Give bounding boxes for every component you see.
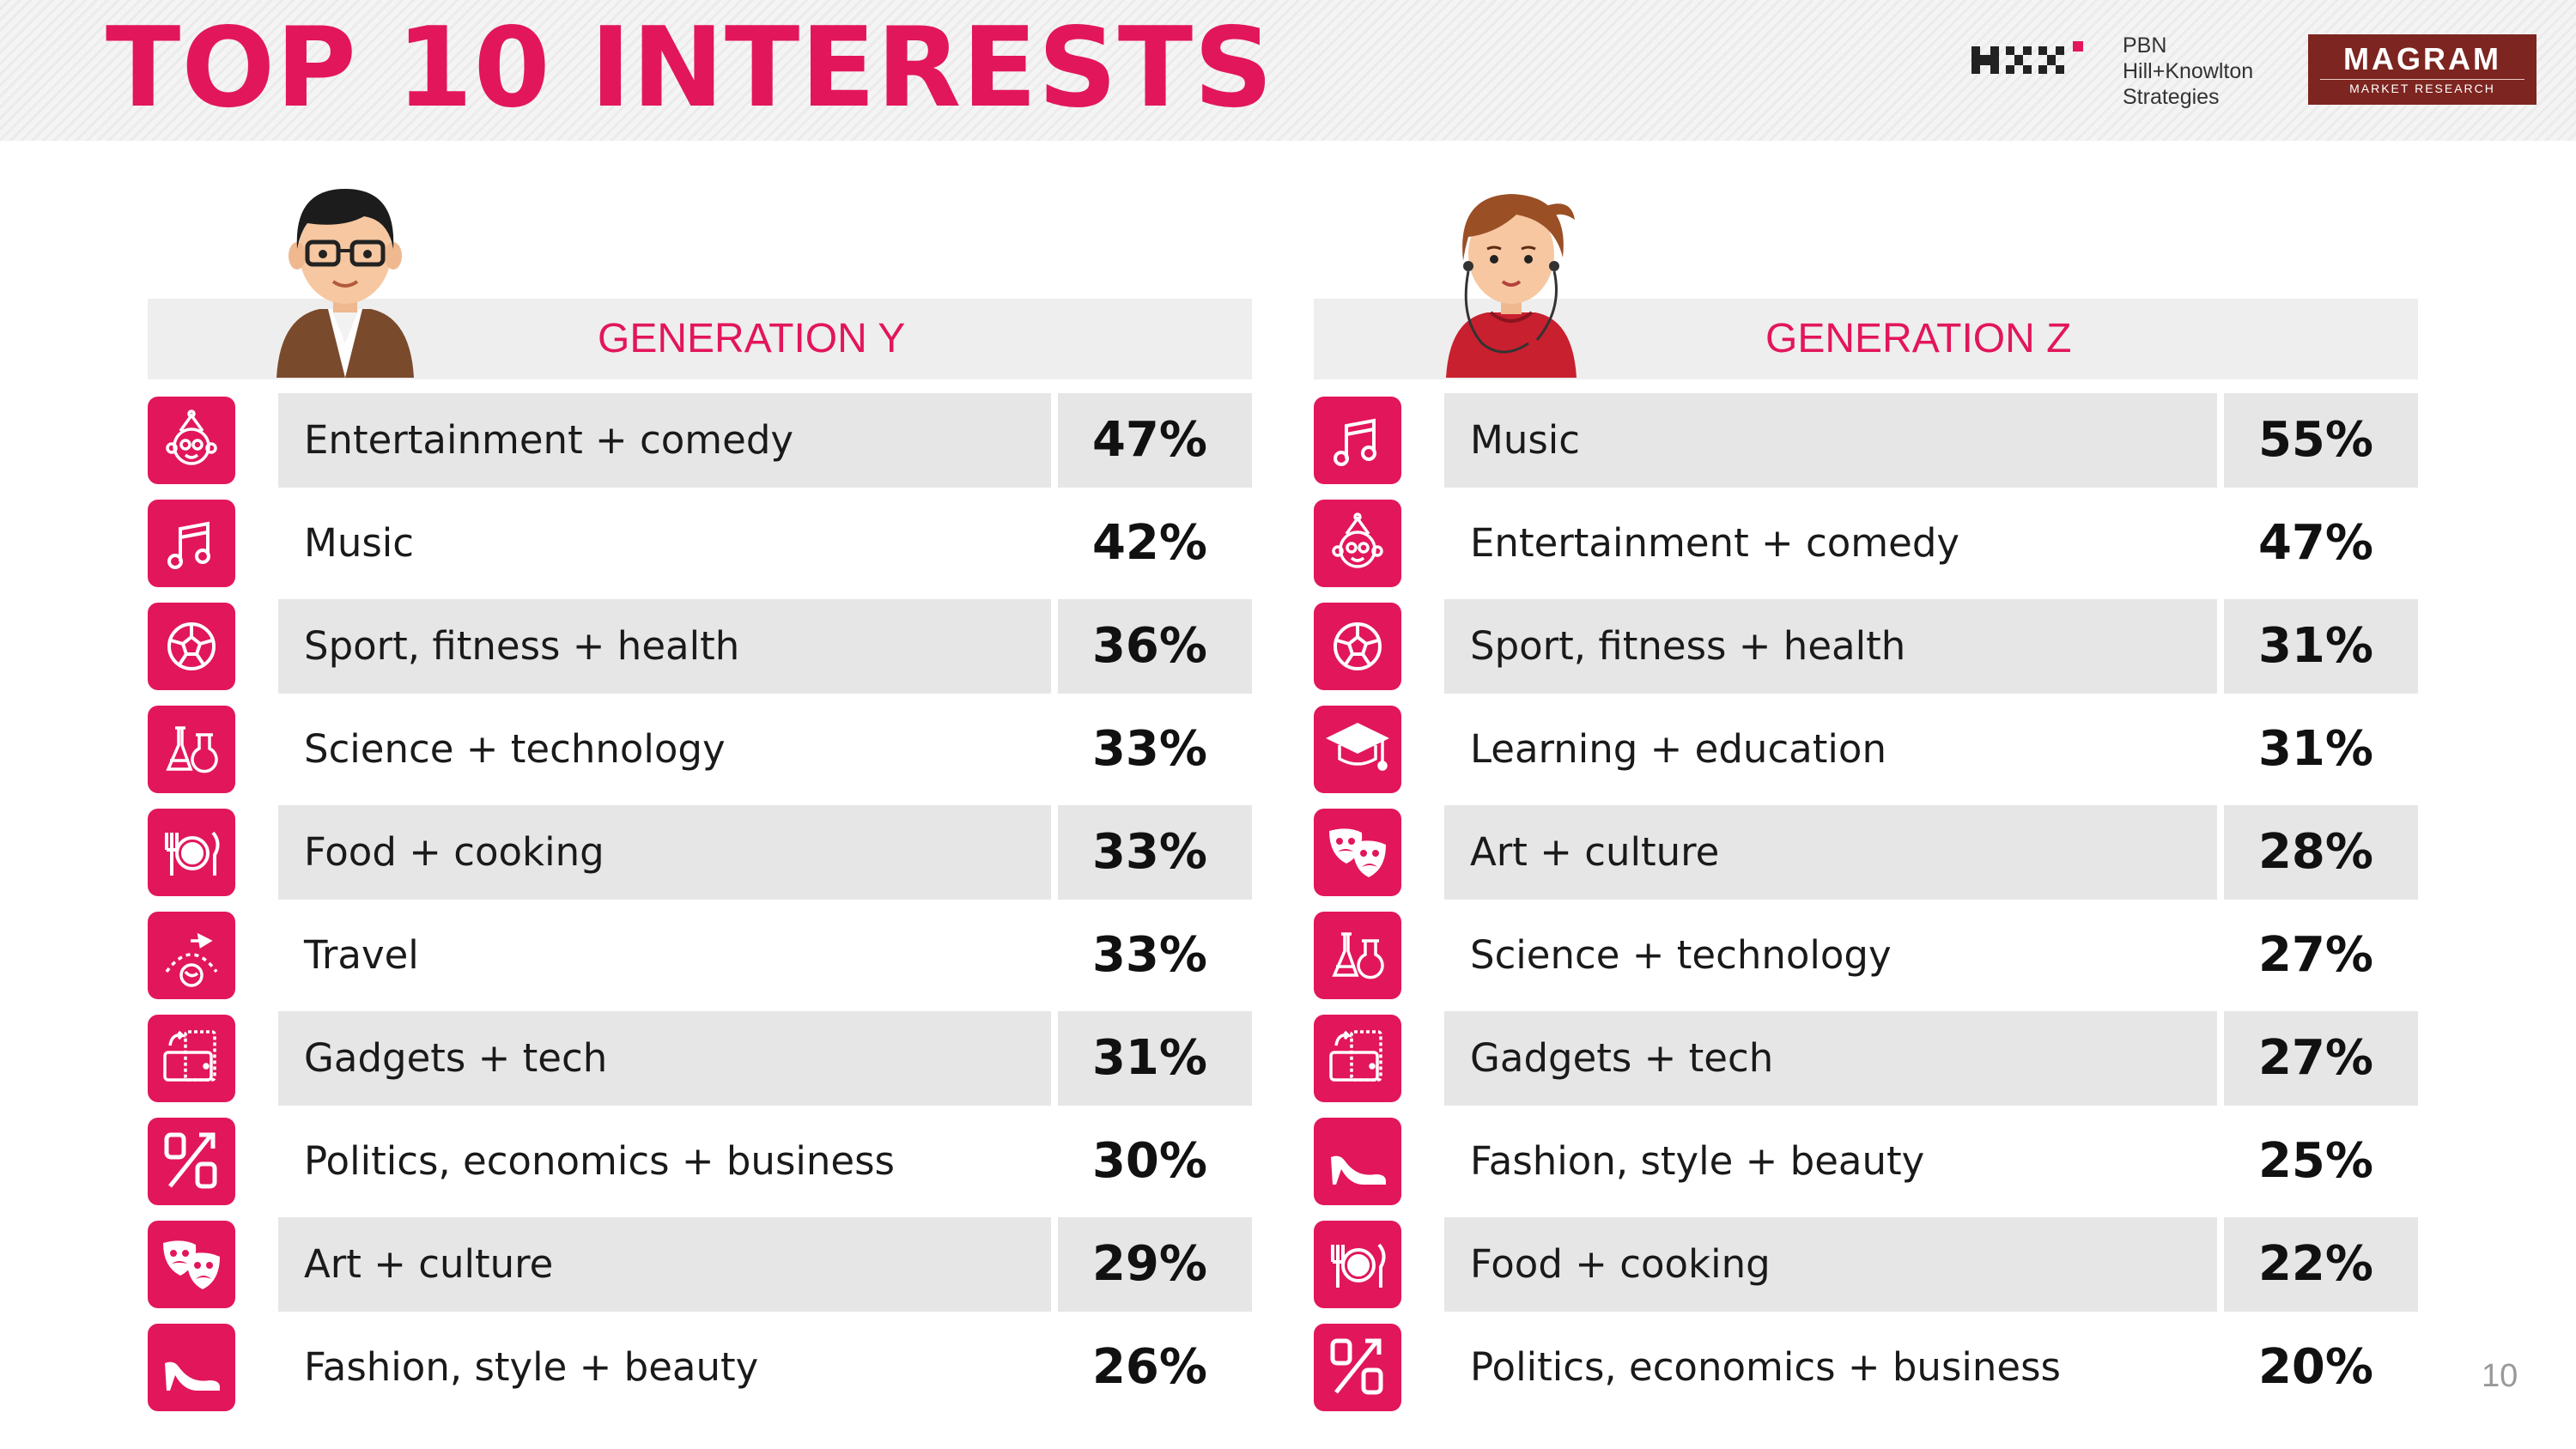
gen-z-panel: GENERATION Z Music 55% Entertainment + com… (1314, 0, 2421, 1449)
interest-label: Politics, economics + business (1470, 1344, 2061, 1390)
sport-icon (1314, 603, 1401, 690)
magram-tagline: MARKET RESEARCH (2320, 79, 2524, 95)
music-icon (148, 500, 235, 587)
pbn-line-1: PBN (2123, 33, 2167, 58)
interest-label: Learning + education (1470, 726, 1886, 772)
interest-percent: 47% (1058, 393, 1252, 488)
politics-icon (148, 1118, 235, 1205)
gen-z-row: Art + culture 28% (1314, 805, 2421, 900)
interest-percent: 33% (1058, 805, 1252, 900)
interest-label: Science + technology (304, 726, 726, 772)
interest-percent: 27% (2224, 1011, 2418, 1106)
pbn-mark-icon (1971, 41, 2083, 74)
interest-label: Science + technology (1470, 932, 1892, 978)
gen-z-row: Food + cooking 22% (1314, 1217, 2421, 1312)
interest-label: Music (1444, 393, 2217, 488)
science-icon (148, 706, 235, 793)
travel-icon (148, 912, 235, 999)
interest-label: Entertainment + comedy (1470, 520, 1960, 566)
magram-name: MAGRAM (2343, 41, 2501, 76)
sport-icon (148, 603, 235, 690)
interest-label: Art + culture (1444, 805, 2217, 900)
interest-label: Politics, economics + business (304, 1138, 895, 1184)
interest-percent: 31% (1058, 1011, 1252, 1106)
gen-z-row: Gadgets + tech 27% (1314, 1011, 2421, 1106)
gadgets-icon (1314, 1015, 1401, 1102)
interest-percent: 22% (2224, 1217, 2418, 1312)
interest-label: Fashion, style + beauty (1470, 1138, 1925, 1184)
interest-percent: 20% (2257, 1339, 2373, 1395)
fashion-icon (148, 1324, 235, 1411)
art-icon (148, 1221, 235, 1308)
gen-z-label: GENERATION Z (1765, 316, 2072, 361)
interest-percent: 25% (2257, 1133, 2373, 1189)
gen-y-row: Travel 33% (148, 908, 1255, 1003)
gen-z-row: Entertainment + comedy 47% (1314, 496, 2421, 591)
gen-y-row: Food + cooking 33% (148, 805, 1255, 900)
food-icon (148, 809, 235, 896)
gen-z-row: Sport, fitness + health 31% (1314, 599, 2421, 694)
gen-y-row: Science + technology 33% (148, 702, 1255, 797)
music-icon (1314, 397, 1401, 484)
gen-y-row: Entertainment + comedy 47% (148, 393, 1255, 488)
fashion-icon (1314, 1118, 1401, 1205)
interest-label: Sport, fitness + health (278, 599, 1051, 694)
gen-y-row: Fashion, style + beauty 26% (148, 1320, 1255, 1415)
interest-percent: 26% (1091, 1339, 1207, 1395)
pbn-line-3: Strategies (2123, 85, 2220, 109)
page-title: TOP 10 INTERESTS (106, 4, 1274, 132)
interest-percent: 33% (1091, 927, 1207, 983)
interest-label: Food + cooking (1444, 1217, 2217, 1312)
interest-label: Entertainment + comedy (278, 393, 1051, 488)
gen-y-row: Politics, economics + business 30% (148, 1114, 1255, 1209)
interest-label: Food + cooking (278, 805, 1051, 900)
gen-y-row: Art + culture 29% (148, 1217, 1255, 1312)
entertainment-icon (1314, 500, 1401, 587)
gen-z-row: Politics, economics + business 20% (1314, 1320, 2421, 1415)
interest-label: Gadgets + tech (278, 1011, 1051, 1106)
education-icon (1314, 706, 1401, 793)
gen-y-row: Sport, fitness + health 36% (148, 599, 1255, 694)
interest-label: Fashion, style + beauty (304, 1344, 759, 1390)
politics-icon (1314, 1324, 1401, 1411)
interest-percent: 31% (2224, 599, 2418, 694)
gen-y-row: Music 42% (148, 496, 1255, 591)
gen-z-row: Science + technology 27% (1314, 908, 2421, 1003)
pbn-line-2: Hill+Knowlton (2123, 59, 2254, 83)
interest-percent: 27% (2257, 927, 2373, 983)
header-bar: TOP 10 INTERESTS PBN Hill+Knowlton Strat… (0, 0, 2576, 141)
interest-percent: 55% (2224, 393, 2418, 488)
interest-label: Sport, fitness + health (1444, 599, 2217, 694)
interest-label: Art + culture (278, 1217, 1051, 1312)
art-icon (1314, 809, 1401, 896)
interest-label: Gadgets + tech (1444, 1011, 2217, 1106)
gen-y-row: Gadgets + tech 31% (148, 1011, 1255, 1106)
magram-logo: MAGRAM MARKET RESEARCH (2308, 34, 2537, 105)
gen-z-female-avatar-icon (1446, 194, 1577, 378)
gen-y-panel: GENERATION Y Entertainment + comedy 47% Mu… (148, 0, 1255, 1449)
interest-percent: 31% (2257, 721, 2373, 777)
interest-percent: 29% (1058, 1217, 1252, 1312)
pbn-logo-text: PBN Hill+Knowlton Strategies (2123, 33, 2253, 110)
science-icon (1314, 912, 1401, 999)
interest-percent: 30% (1091, 1133, 1207, 1189)
interest-percent: 42% (1091, 515, 1207, 571)
interest-label: Travel (304, 932, 419, 978)
entertainment-icon (148, 397, 235, 484)
interest-percent: 47% (2257, 515, 2373, 571)
interest-label: Music (304, 520, 415, 566)
gen-y-male-avatar-icon (276, 189, 414, 378)
interest-percent: 36% (1058, 599, 1252, 694)
gen-y-label: GENERATION Y (598, 316, 906, 361)
gadgets-icon (148, 1015, 235, 1102)
interest-percent: 28% (2224, 805, 2418, 900)
interest-percent: 33% (1091, 721, 1207, 777)
pbn-hill-knowlton-logo: PBN Hill+Knowlton Strategies (1971, 33, 2281, 115)
page-number: 10 (2482, 1358, 2518, 1394)
gen-z-row: Music 55% (1314, 393, 2421, 488)
food-icon (1314, 1221, 1401, 1308)
gen-z-row: Learning + education 31% (1314, 702, 2421, 797)
gen-z-row: Fashion, style + beauty 25% (1314, 1114, 2421, 1209)
